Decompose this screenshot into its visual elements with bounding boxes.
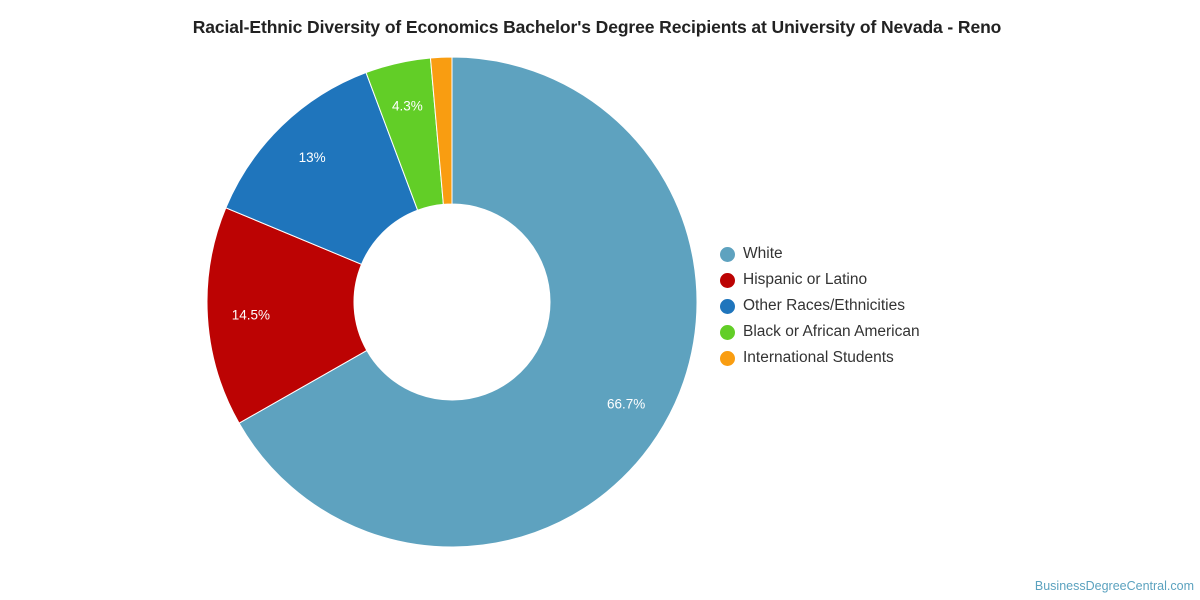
slice-hispanic-or-latino[interactable] xyxy=(206,207,368,424)
legend-label: International Students xyxy=(743,349,894,366)
slice-other-races-ethnicities[interactable] xyxy=(225,71,419,265)
slice-white[interactable] xyxy=(238,56,698,548)
chart-title: Racial-Ethnic Diversity of Economics Bac… xyxy=(192,17,1002,37)
legend-item-hispanic-or-latino[interactable]: Hispanic or Latino xyxy=(720,267,920,293)
legend-label: White xyxy=(743,245,783,262)
legend-item-other-races-ethnicities[interactable]: Other Races/Ethnicities xyxy=(720,293,920,319)
legend-swatch-icon xyxy=(720,298,735,314)
legend-item-international-students[interactable]: International Students xyxy=(720,345,920,371)
data-label-other-races-ethnicities: 13% xyxy=(299,150,326,165)
legend-label: Hispanic or Latino xyxy=(743,271,868,288)
data-label-black-or-african-american: 4.3% xyxy=(392,99,423,114)
legend-item-black-or-african-american[interactable]: Black or African American xyxy=(720,319,920,345)
credit-link[interactable]: BusinessDegreeCentral.com xyxy=(1034,579,1194,593)
legend-swatch-icon xyxy=(720,272,735,288)
slice-international-students[interactable] xyxy=(429,56,453,205)
legend-item-white[interactable]: White xyxy=(720,241,920,267)
data-label-white: 66.7% xyxy=(607,396,645,411)
chart-legend: White Hispanic or Latino Other Races/Ethni… xyxy=(720,241,920,371)
legend-label: Other Races/Ethnicities xyxy=(743,297,905,314)
data-label-hispanic-or-latino: 14.5% xyxy=(232,307,270,322)
legend-label: Black or African American xyxy=(743,323,920,340)
legend-swatch-icon xyxy=(720,350,735,366)
legend-swatch-icon xyxy=(720,246,735,262)
legend-swatch-icon xyxy=(720,324,735,340)
